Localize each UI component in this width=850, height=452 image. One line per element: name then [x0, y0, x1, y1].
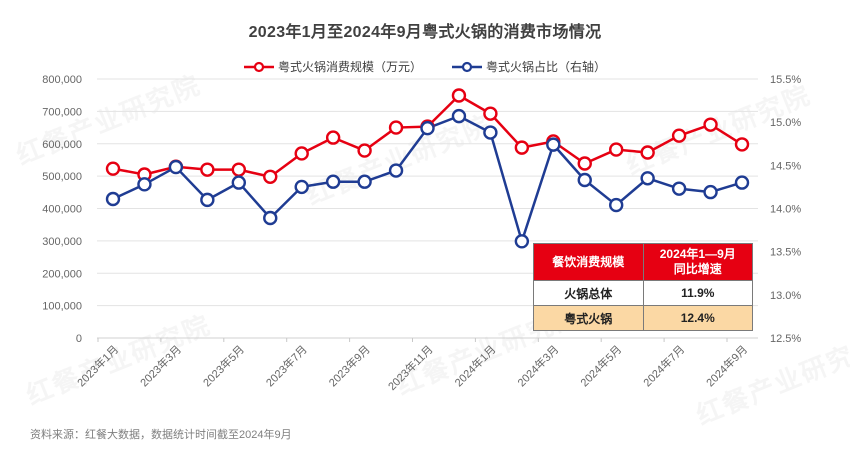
- consumption-scale-point: [483, 106, 498, 121]
- x-axis-tick-label: 2024年9月: [703, 342, 750, 389]
- share-ratio-point: [609, 197, 624, 213]
- y-axis-right-tick-label: 14.0%: [770, 204, 801, 216]
- chart-title: 2023年1月至2024年9月粤式火锅的消费市场情况: [248, 24, 602, 41]
- share-ratio-point: [703, 184, 718, 200]
- table-header-growth: 2024年1—9月 同比增速: [642, 243, 753, 281]
- table-header-category: 餐饮消费规模: [533, 243, 644, 281]
- share-ratio-point: [200, 192, 215, 208]
- x-axis-tick-label: 2024年3月: [514, 342, 561, 389]
- table-cell-name: 火锅总体: [533, 280, 644, 306]
- share-ratio-point: [546, 137, 561, 152]
- table-cell-name: 粤式火锅: [533, 305, 644, 331]
- legend-red-line-marker-icon: [243, 61, 274, 72]
- legend-item-share-ratio[interactable]: 粤式火锅占比（右轴）: [452, 58, 606, 75]
- consumption-scale-point: [640, 145, 655, 160]
- legend-label: 粤式火锅占比（右轴）: [486, 60, 607, 74]
- table-row-highlight: 粤式火锅 12.4%: [533, 305, 753, 331]
- consumption-scale-point: [734, 137, 750, 152]
- share-ratio-point: [168, 159, 184, 175]
- consumption-scale-point: [357, 143, 372, 158]
- y-axis-right-tick-label: 12.5%: [770, 333, 801, 345]
- y-axis-left-tick-label: 100,000: [42, 301, 82, 313]
- x-axis-tick-label: 2023年9月: [326, 342, 373, 389]
- x-axis-tick-label: 2023年5月: [200, 342, 247, 389]
- table-cell-value: 11.9%: [642, 280, 753, 306]
- chart-legend: 粤式火锅消费规模（万元） 粤式火锅占比（右轴）: [0, 58, 850, 75]
- table-row: 火锅总体 11.9%: [533, 280, 753, 306]
- y-axis-left-tick-label: 300,000: [42, 236, 82, 248]
- growth-rate-table: 餐饮消费规模 2024年1—9月 同比增速 火锅总体 11.9% 粤式火锅 12…: [533, 243, 753, 331]
- table-header-row: 餐饮消费规模 2024年1—9月 同比增速: [533, 243, 753, 281]
- y-axis-left-tick-label: 400,000: [42, 204, 82, 216]
- y-axis-right-tick-label: 14.5%: [770, 160, 801, 172]
- legend-label: 粤式火锅消费规模（万元）: [277, 60, 422, 74]
- consumption-scale-point: [325, 130, 341, 145]
- x-axis-tick-label: 2024年5月: [577, 342, 624, 389]
- share-ratio-point: [640, 171, 655, 186]
- table-header-period: 2024年1—9月: [659, 247, 736, 261]
- share-ratio-point: [514, 234, 530, 249]
- legend-item-consumption-scale[interactable]: 粤式火锅消费规模（万元）: [243, 58, 422, 75]
- consumption-scale-point: [671, 128, 687, 143]
- y-axis-right-tick-label: 15.0%: [770, 117, 801, 129]
- consumption-scale-point: [200, 162, 215, 177]
- consumption-scale-point: [105, 161, 121, 176]
- share-ratio-point: [388, 163, 404, 178]
- x-axis-tick-label: 2023年11月: [385, 342, 436, 393]
- x-axis-tick-label: 2024年1月: [451, 342, 498, 389]
- share-ratio-point: [420, 121, 435, 136]
- share-ratio-point: [357, 174, 372, 189]
- x-axis-tick-label: 2024年7月: [640, 342, 687, 389]
- consumption-scale-point: [451, 88, 467, 103]
- consumption-scale-point: [388, 120, 404, 135]
- share-ratio-point: [483, 125, 498, 140]
- y-axis-left-tick-label: 500,000: [42, 171, 82, 183]
- consumption-scale-point: [231, 162, 247, 177]
- legend-blue-line-marker-icon: [452, 61, 482, 72]
- share-ratio-point: [451, 108, 467, 124]
- y-axis-right-tick-label: 13.5%: [770, 247, 801, 259]
- consumption-scale-point: [609, 142, 624, 157]
- data-source-note: 资料来源：红餐大数据，数据统计时间截至2024年9月: [30, 429, 292, 441]
- y-axis-left-tick-label: 200,000: [42, 268, 82, 280]
- share-ratio-point: [734, 175, 750, 190]
- share-ratio-point: [671, 181, 687, 196]
- y-axis-left-tick-label: 600,000: [42, 139, 82, 151]
- table-header-metric: 同比增速: [673, 262, 722, 276]
- x-axis-tick-label: 2023年1月: [74, 342, 121, 389]
- consumption-scale-point: [294, 146, 309, 161]
- share-ratio-point: [231, 175, 247, 190]
- share-ratio-point: [577, 172, 592, 188]
- table-cell-value: 12.4%: [642, 305, 753, 331]
- share-ratio-point: [325, 174, 341, 189]
- y-axis-left-tick-label: 800,000: [42, 74, 82, 86]
- consumption-scale-point: [263, 169, 278, 184]
- share-ratio-point: [105, 191, 121, 207]
- share-ratio-point: [263, 210, 278, 226]
- consumption-scale-point: [514, 140, 530, 155]
- share-ratio-point: [137, 177, 152, 192]
- share-ratio-point: [294, 179, 309, 195]
- consumption-scale-point: [577, 156, 592, 171]
- x-axis-tick-label: 2023年7月: [263, 342, 310, 389]
- consumption-scale-point: [703, 117, 718, 132]
- y-axis-left-tick-label: 700,000: [42, 106, 82, 118]
- y-axis-right-tick-label: 13.0%: [770, 290, 801, 302]
- y-axis-right-tick-label: 15.5%: [770, 74, 801, 86]
- x-axis-tick-label: 2023年3月: [137, 342, 184, 389]
- y-axis-left-tick-label: 0: [76, 333, 82, 345]
